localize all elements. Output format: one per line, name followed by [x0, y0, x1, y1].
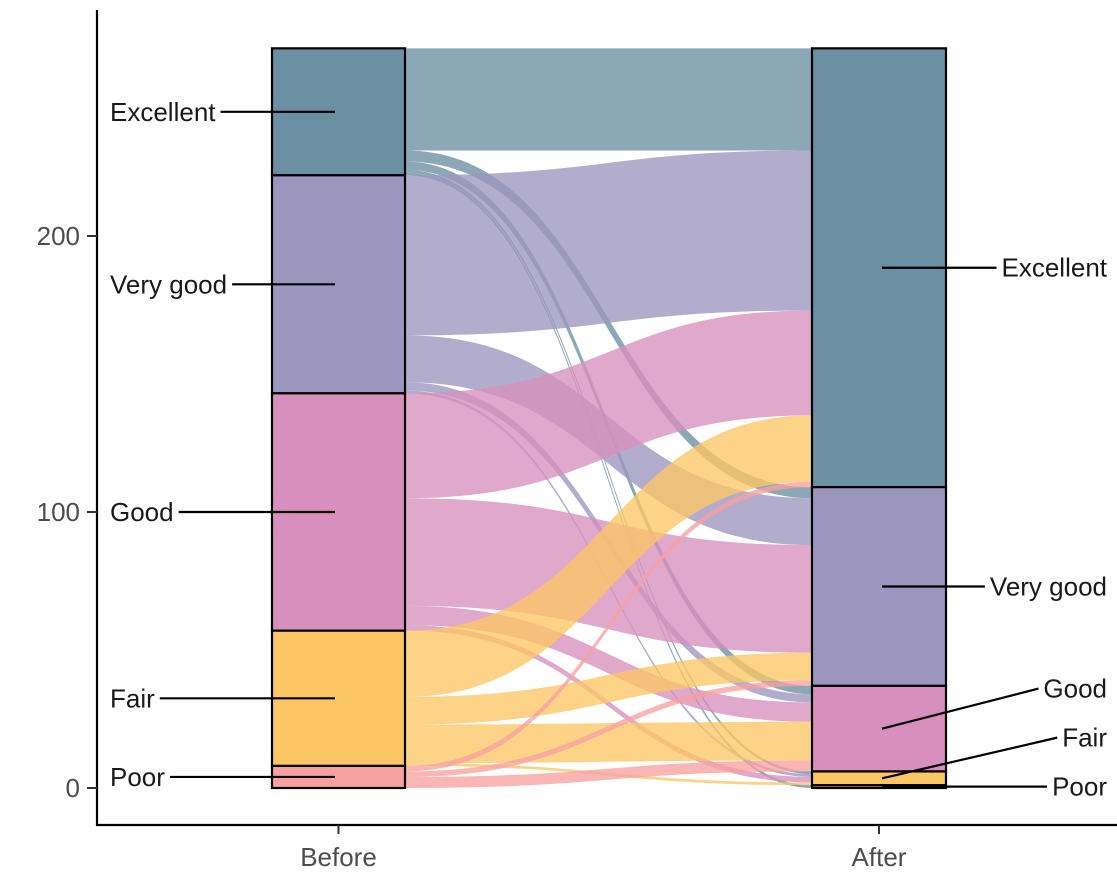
- after-label-good: Good: [1043, 674, 1107, 704]
- flow-poor-to-very-good: [405, 680, 812, 777]
- before-label-good: Good: [110, 497, 174, 527]
- stratum-after-good: [810, 684, 948, 773]
- after-leader-good: [881, 687, 1039, 730]
- flows-layer: [405, 48, 812, 788]
- flow-fair-to-very-good: [405, 652, 812, 725]
- before-label-very-good: Very good: [110, 269, 227, 299]
- flow-good-to-excellent: [405, 310, 812, 499]
- flow-fair-to-excellent: [405, 415, 812, 697]
- flow-fair-to-good: [405, 721, 812, 764]
- flow-excellent-to-fair: [405, 169, 812, 775]
- y-tick-label-100: 100: [37, 497, 80, 527]
- flow-poor-to-excellent: [405, 481, 812, 772]
- stratum-after-fair: [810, 770, 948, 787]
- after-label-fair: Fair: [1062, 723, 1107, 753]
- flow-poor-to-good: [405, 760, 812, 788]
- flow-very-good-to-excellent: [405, 150, 812, 336]
- after-label-very-good: Very good: [990, 572, 1107, 602]
- axes-layer: [87, 10, 1117, 834]
- flow-excellent-to-excellent: [405, 48, 812, 151]
- x-tick-label-before: Before: [300, 842, 377, 872]
- before-label-fair: Fair: [110, 683, 155, 713]
- flow-excellent-to-very-good: [405, 150, 812, 499]
- y-tick-label-200: 200: [37, 221, 80, 251]
- y-tick-label-0: 0: [66, 773, 80, 803]
- before-label-excellent: Excellent: [110, 97, 216, 127]
- flow-excellent-to-poor: [405, 172, 812, 788]
- after-leader-fair: [881, 736, 1058, 780]
- before-label-poor: Poor: [110, 762, 165, 792]
- flow-good-to-fair: [405, 625, 812, 783]
- after-label-excellent: Excellent: [1002, 253, 1108, 283]
- after-label-poor: Poor: [1052, 772, 1107, 802]
- labels-layer: 0 100 200 Before After Excellent Very good Good…: [37, 97, 1108, 872]
- x-tick-label-after: After: [852, 842, 907, 872]
